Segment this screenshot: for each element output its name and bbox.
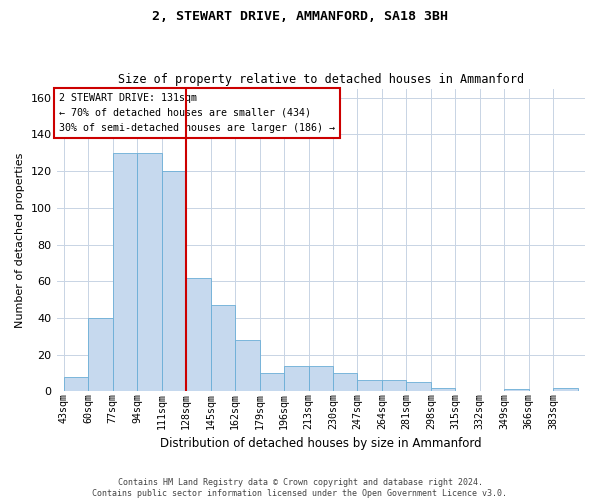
Bar	[137, 153, 162, 392]
X-axis label: Distribution of detached houses by size in Ammanford: Distribution of detached houses by size …	[160, 437, 482, 450]
Bar	[260, 373, 284, 392]
Bar	[284, 366, 308, 392]
Bar	[431, 388, 455, 392]
Bar	[88, 318, 113, 392]
Bar	[211, 305, 235, 392]
Bar	[553, 388, 578, 392]
Bar	[333, 373, 358, 392]
Bar	[504, 390, 529, 392]
Bar	[235, 340, 260, 392]
Bar	[64, 376, 88, 392]
Bar	[382, 380, 406, 392]
Bar	[406, 382, 431, 392]
Bar	[308, 366, 333, 392]
Bar	[162, 171, 186, 392]
Bar	[358, 380, 382, 392]
Text: 2 STEWART DRIVE: 131sqm
← 70% of detached houses are smaller (434)
30% of semi-d: 2 STEWART DRIVE: 131sqm ← 70% of detache…	[59, 93, 335, 132]
Text: 2, STEWART DRIVE, AMMANFORD, SA18 3BH: 2, STEWART DRIVE, AMMANFORD, SA18 3BH	[152, 10, 448, 23]
Bar	[186, 278, 211, 392]
Bar	[113, 153, 137, 392]
Y-axis label: Number of detached properties: Number of detached properties	[15, 152, 25, 328]
Text: Contains HM Land Registry data © Crown copyright and database right 2024.
Contai: Contains HM Land Registry data © Crown c…	[92, 478, 508, 498]
Title: Size of property relative to detached houses in Ammanford: Size of property relative to detached ho…	[118, 73, 524, 86]
